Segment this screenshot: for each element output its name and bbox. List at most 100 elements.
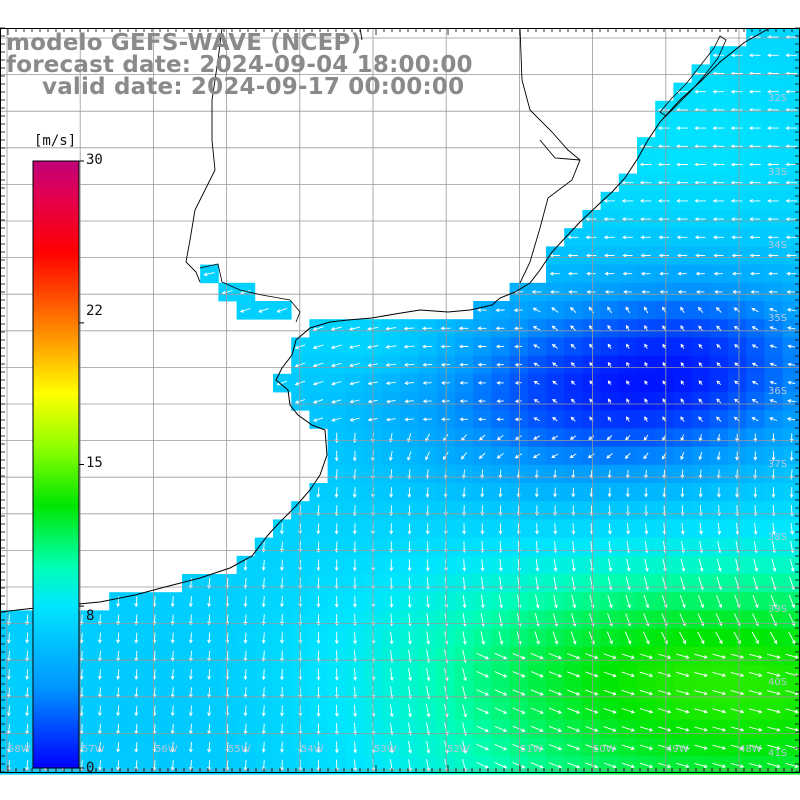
wind-arrow [571, 487, 576, 498]
wind-arrow [769, 380, 777, 385]
wind-arrow [389, 523, 394, 535]
wind-arrow [549, 271, 560, 276]
wind-arrow [730, 162, 743, 167]
wind-arrow [567, 689, 581, 696]
wind-arrow [680, 343, 685, 349]
wind-arrow [330, 344, 342, 350]
lon-label: 55W [228, 744, 251, 755]
wind-arrow [657, 180, 670, 185]
wind-arrow [549, 253, 560, 258]
wind-arrow [389, 451, 393, 462]
wind-arrow [567, 253, 579, 258]
wind-arrow [767, 199, 779, 203]
wind-arrow [170, 669, 175, 681]
wind-arrow [188, 614, 193, 626]
wind-arrow [586, 271, 596, 276]
wind-arrow [716, 380, 722, 386]
wind-arrow [603, 689, 617, 696]
lat-label: 38S [768, 532, 788, 543]
wind-arrow [316, 595, 321, 608]
wind-arrow [97, 632, 102, 644]
wind-arrow [312, 326, 324, 331]
wind-arrow [694, 199, 706, 203]
wind-arrow [280, 632, 284, 644]
wind-arrow [586, 290, 596, 294]
wind-arrow [644, 469, 648, 479]
wind-arrow [679, 595, 686, 609]
wind-arrow [607, 469, 612, 479]
wind-arrow [621, 671, 635, 678]
wind-arrow [587, 453, 595, 459]
wind-arrow [480, 631, 486, 646]
wind-arrow [716, 416, 722, 422]
wind-arrow [730, 726, 745, 732]
wind-arrow [494, 725, 508, 733]
wind-arrow [695, 290, 705, 294]
wind-arrow [607, 306, 613, 314]
wind-arrow [553, 594, 558, 609]
wind-arrow [512, 743, 526, 751]
wind-arrow [712, 162, 725, 167]
wind-arrow [789, 558, 795, 572]
wind-arrow [644, 324, 648, 332]
wind-arrow [603, 762, 617, 769]
wind-arrow [585, 253, 597, 258]
wind-arrow [514, 399, 522, 404]
wind-arrow [495, 308, 505, 313]
wind-arrow [785, 162, 797, 167]
wind-arrow [79, 632, 84, 644]
wind-arrow [478, 434, 486, 441]
wind-arrow [680, 398, 685, 404]
wind-arrow [425, 451, 430, 461]
wind-arrow [622, 271, 633, 276]
wind-arrow [170, 650, 175, 662]
wind-arrow [553, 487, 557, 498]
wind-arrow [767, 653, 781, 659]
wind-arrow [571, 558, 576, 572]
wind-arrow [680, 325, 685, 331]
wind-arrow [769, 398, 777, 403]
lat-label: 34S [768, 240, 788, 251]
wind-arrow [207, 687, 211, 699]
wind-arrow [459, 381, 468, 385]
wind-arrow [331, 399, 342, 404]
wind-arrow [552, 417, 558, 422]
wind-arrow [334, 668, 339, 681]
wind-arrow [785, 217, 797, 221]
wind-arrow [533, 362, 540, 367]
wind-arrow [79, 650, 84, 662]
wind-arrow [717, 522, 722, 535]
wind-arrow [567, 235, 579, 240]
lat-label: 35S [768, 313, 788, 324]
wind-arrow [585, 707, 599, 714]
lon-label: 54W [301, 744, 324, 755]
wind-arrow [188, 632, 193, 644]
wind-arrow [698, 416, 703, 422]
wind-arrow [389, 595, 394, 608]
wind-arrow [530, 743, 544, 751]
wind-arrow [712, 744, 727, 750]
wind-arrow [352, 559, 357, 572]
wind-arrow [676, 708, 690, 714]
wind-arrow [715, 631, 723, 645]
wind-arrow [749, 253, 760, 258]
wind-speed-field [0, 28, 800, 775]
wind-arrow [658, 199, 670, 203]
wind-arrow [694, 690, 708, 696]
wind-arrow [552, 398, 558, 404]
wind-arrow [459, 362, 468, 367]
wind-arrow [426, 595, 430, 609]
wind-arrow [116, 705, 120, 717]
wind-arrow [712, 762, 727, 768]
wind-arrow [680, 306, 685, 314]
lon-label: 56W [155, 744, 178, 755]
wind-arrow [785, 180, 797, 185]
wind-arrow [261, 741, 266, 753]
wind-arrow [698, 398, 703, 404]
wind-arrow [694, 180, 707, 185]
wind-arrow [770, 631, 778, 645]
wind-arrow [403, 344, 415, 349]
wind-arrow [422, 362, 433, 367]
wind-arrow [116, 687, 120, 699]
